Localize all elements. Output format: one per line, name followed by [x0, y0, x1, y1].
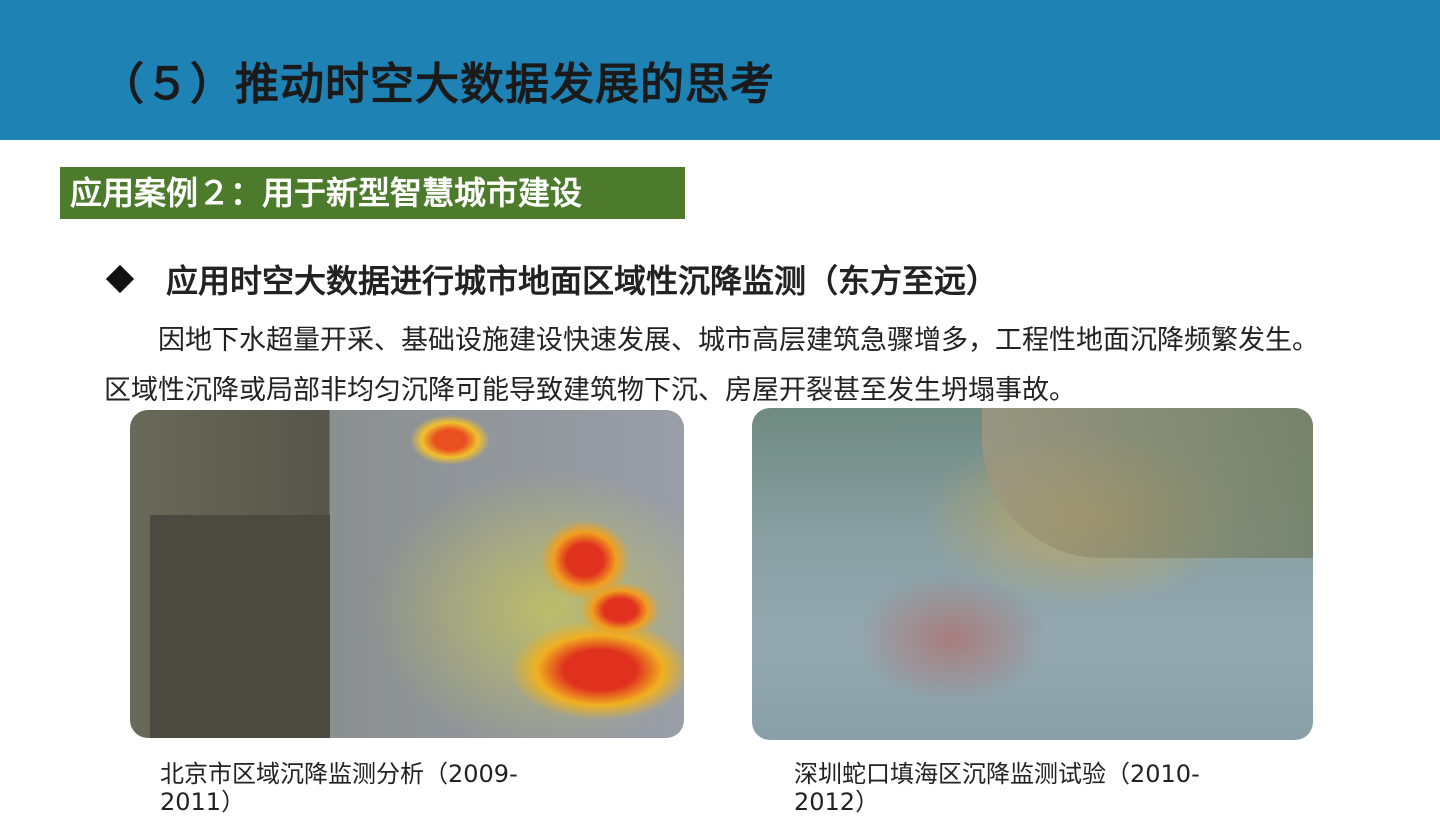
bullet-text: 应用时空大数据进行城市地面区域性沉降监测（东方至远） — [166, 262, 999, 300]
shenzhen-subsidence-map-image — [752, 408, 1313, 740]
beijing-subsidence-map-image — [130, 410, 684, 738]
body-paragraph: 因地下水超量开采、基础设施建设快速发展、城市高层建筑急骤增多，工程性地面沉降频繁… — [104, 325, 1319, 406]
bullet-heading: 应用时空大数据进行城市地面区域性沉降监测（东方至远） — [105, 256, 999, 302]
figure-caption-beijing: 北京市区域沉降监测分析（2009-2011） — [160, 760, 518, 816]
header-bar — [0, 0, 1440, 140]
body-text: 因地下水超量开采、基础设施建设快速发展、城市高层建筑急骤增多，工程性地面沉降频繁… — [104, 316, 1319, 416]
case-label: 应用案例２：用于新型智慧城市建设 — [60, 167, 685, 219]
slide-title: （５）推动时空大数据发展的思考 — [100, 59, 775, 110]
diamond-bullet-icon — [105, 264, 135, 294]
figure-caption-shenzhen: 深圳蛇口填海区沉降监测试验（2010-2012） — [794, 760, 1200, 816]
